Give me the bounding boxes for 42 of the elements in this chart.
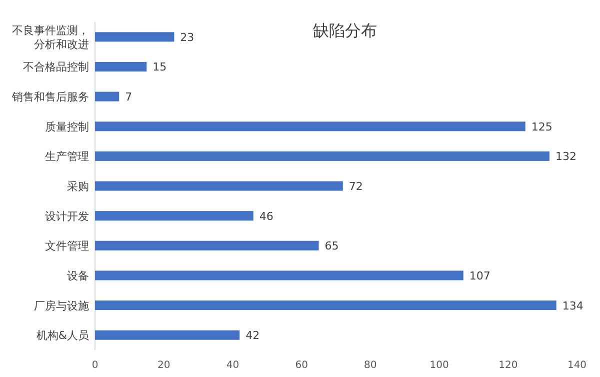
- y-tick-label: 机构&人员: [36, 329, 89, 342]
- data-label: 132: [555, 150, 576, 164]
- x-tick-label: 20: [157, 360, 170, 371]
- x-tick-label: 140: [567, 360, 587, 371]
- x-tick-label: 60: [295, 360, 308, 371]
- bar: [95, 32, 174, 42]
- data-label: 107: [469, 269, 490, 282]
- bar: [95, 300, 556, 310]
- bar: [95, 240, 319, 250]
- data-label: 134: [562, 299, 584, 312]
- x-tick-label: 40: [226, 360, 240, 371]
- bar: [95, 122, 526, 132]
- chart-title: 缺陷分布: [313, 21, 377, 40]
- data-label: 72: [348, 180, 363, 193]
- bar: [95, 92, 120, 102]
- bar: [95, 211, 254, 221]
- y-tick-label: 采购: [67, 180, 89, 193]
- x-tick-label: 0: [92, 360, 98, 371]
- bar: [95, 330, 240, 340]
- y-tick-label: 生产管理: [45, 150, 89, 164]
- bar: [95, 270, 464, 280]
- y-tick-label: 设计开发: [45, 210, 89, 223]
- data-label: 23: [180, 30, 194, 44]
- data-label: 42: [246, 329, 260, 342]
- y-tick-label: 不合格品控制: [23, 60, 89, 74]
- y-tick-label: 不良事件监测，分析和改进: [12, 24, 89, 51]
- bar: [95, 181, 343, 191]
- y-tick-label: 设备: [67, 269, 89, 282]
- y-tick-label: 销售和售后服务: [11, 90, 89, 104]
- x-tick-label: 80: [364, 360, 377, 371]
- data-label: 46: [259, 210, 274, 223]
- y-tick-label: 厂房与设施: [34, 299, 89, 312]
- x-tick-label: 120: [498, 360, 518, 371]
- data-label: 15: [152, 60, 167, 74]
- data-label: 125: [531, 120, 552, 134]
- data-label: 7: [125, 90, 132, 104]
- bar: [95, 62, 147, 72]
- y-tick-label: 文件管理: [45, 240, 89, 253]
- y-tick-label: 质量控制: [45, 120, 89, 134]
- x-tick-label: 100: [430, 360, 449, 371]
- data-label: 65: [324, 240, 339, 253]
- bar: [95, 151, 550, 161]
